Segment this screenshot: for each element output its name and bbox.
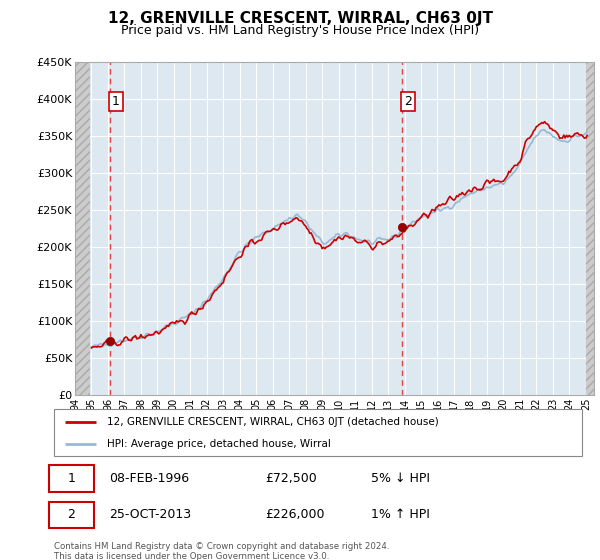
Text: £226,000: £226,000 [265,508,325,521]
Text: 1: 1 [67,472,75,485]
Text: 25-OCT-2013: 25-OCT-2013 [109,508,191,521]
Text: 2: 2 [67,508,75,521]
Text: Price paid vs. HM Land Registry's House Price Index (HPI): Price paid vs. HM Land Registry's House … [121,24,479,36]
FancyBboxPatch shape [49,502,94,528]
Bar [586,62,596,395]
FancyBboxPatch shape [54,409,582,456]
Text: 12, GRENVILLE CRESCENT, WIRRAL, CH63 0JT (detached house): 12, GRENVILLE CRESCENT, WIRRAL, CH63 0JT… [107,417,439,427]
Text: 08-FEB-1996: 08-FEB-1996 [109,472,190,485]
Text: 12, GRENVILLE CRESCENT, WIRRAL, CH63 0JT: 12, GRENVILLE CRESCENT, WIRRAL, CH63 0JT [107,11,493,26]
Bar [75,62,90,395]
Text: 2: 2 [404,95,412,108]
Text: £72,500: £72,500 [265,472,317,485]
Text: 1% ↑ HPI: 1% ↑ HPI [371,508,430,521]
Text: Contains HM Land Registry data © Crown copyright and database right 2024.
This d: Contains HM Land Registry data © Crown c… [54,542,389,560]
Text: 1: 1 [112,95,120,108]
Text: 5% ↓ HPI: 5% ↓ HPI [371,472,430,485]
Text: HPI: Average price, detached house, Wirral: HPI: Average price, detached house, Wirr… [107,438,331,449]
FancyBboxPatch shape [49,465,94,492]
